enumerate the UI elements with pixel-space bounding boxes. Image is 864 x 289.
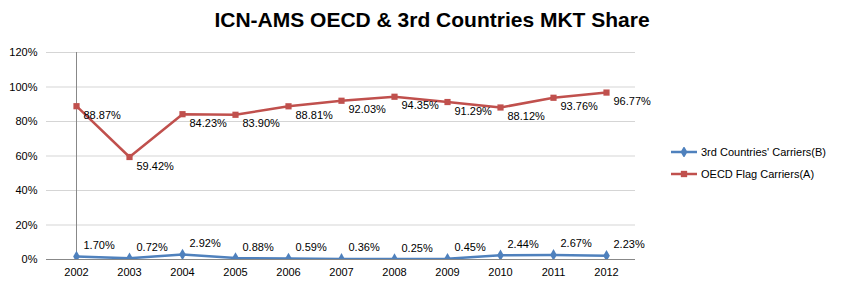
svg-text:2012: 2012 xyxy=(594,266,618,278)
html-text:3rd Countries' Carriers(B): 3rd Countries' Carriers(B) xyxy=(701,145,826,158)
svg-text:2005: 2005 xyxy=(223,266,247,278)
svg-text:88.87%: 88.87% xyxy=(84,109,122,121)
svg-text:2.92%: 2.92% xyxy=(190,237,221,249)
svg-text:2010: 2010 xyxy=(488,266,512,278)
svg-text:80%: 80% xyxy=(15,115,37,127)
svg-text:0.25%: 0.25% xyxy=(402,242,433,254)
svg-text:92.03%: 92.03% xyxy=(349,103,387,115)
svg-text:0.59%: 0.59% xyxy=(296,241,327,253)
svg-text:60%: 60% xyxy=(15,150,37,162)
svg-text:83.90%: 83.90% xyxy=(243,117,281,129)
html-text:OECD Flag Carriers(A): OECD Flag Carriers(A) xyxy=(701,167,815,180)
svg-text:94.35%: 94.35% xyxy=(402,99,440,111)
svg-text:2.23%: 2.23% xyxy=(614,238,645,250)
svg-text:2006: 2006 xyxy=(276,266,300,278)
svg-text:2002: 2002 xyxy=(64,266,88,278)
svg-text:93.76%: 93.76% xyxy=(561,100,599,112)
svg-text:2.44%: 2.44% xyxy=(508,238,539,250)
svg-text:100%: 100% xyxy=(9,81,37,93)
svg-text:88.12%: 88.12% xyxy=(508,110,546,122)
svg-text:2008: 2008 xyxy=(382,266,406,278)
svg-text:2004: 2004 xyxy=(170,266,194,278)
svg-text:0.36%: 0.36% xyxy=(349,241,380,253)
svg-text:88.81%: 88.81% xyxy=(296,109,334,121)
svg-text:0.88%: 0.88% xyxy=(243,241,274,253)
svg-text:2007: 2007 xyxy=(329,266,353,278)
svg-text:96.77%: 96.77% xyxy=(614,95,652,107)
svg-text:2011: 2011 xyxy=(542,266,566,278)
svg-text:20%: 20% xyxy=(15,219,37,231)
svg-text:0.45%: 0.45% xyxy=(455,241,486,253)
svg-text:40%: 40% xyxy=(15,184,37,196)
svg-text:120%: 120% xyxy=(9,46,37,58)
html-text:ICN-AMS OECD & 3rd Countries M: ICN-AMS OECD & 3rd Countries MKT Share xyxy=(214,8,650,31)
svg-text:0%: 0% xyxy=(22,253,38,265)
svg-text:2.67%: 2.67% xyxy=(561,237,592,249)
svg-text:84.23%: 84.23% xyxy=(190,117,228,129)
svg-text:2003: 2003 xyxy=(117,266,141,278)
svg-text:2009: 2009 xyxy=(435,266,459,278)
svg-text:91.29%: 91.29% xyxy=(455,105,493,117)
svg-text:59.42%: 59.42% xyxy=(137,160,175,172)
svg-text:1.70%: 1.70% xyxy=(84,239,115,251)
svg-text:0.72%: 0.72% xyxy=(137,241,168,253)
